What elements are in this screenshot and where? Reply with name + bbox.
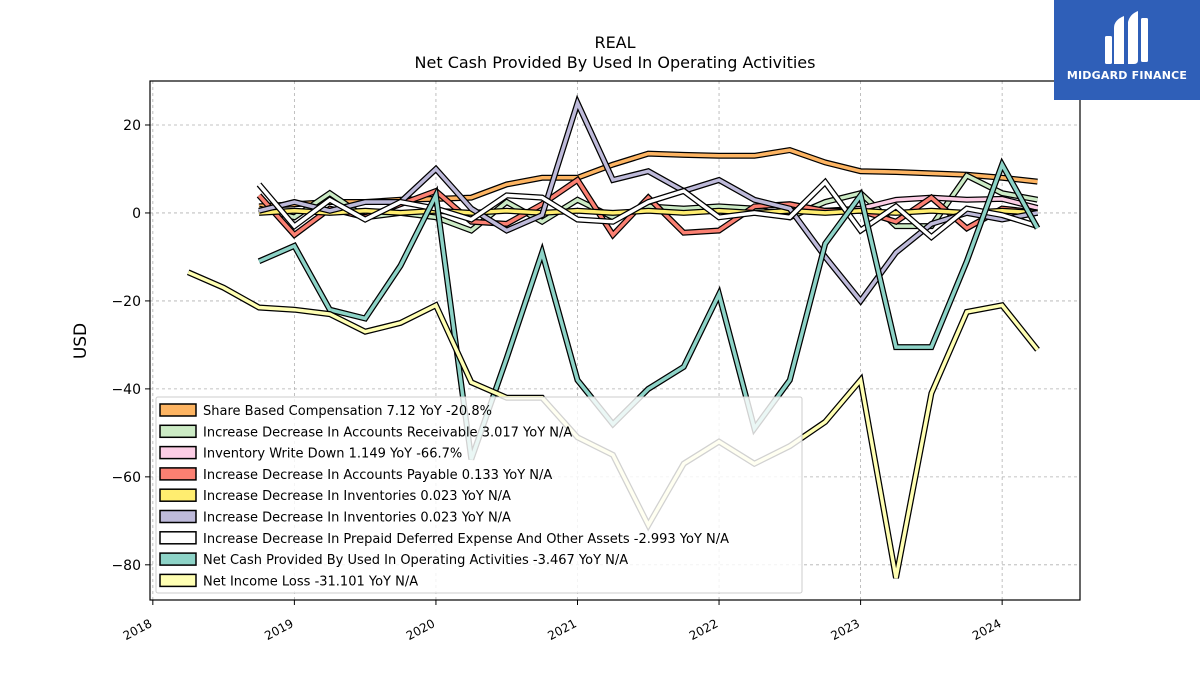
x-tick-label: 2023 (828, 616, 862, 643)
y-tick-label: −80 (111, 558, 141, 574)
legend-entry: Increase Decrease In Inventories 0.023 Y… (203, 489, 511, 504)
legend-entry: Increase Decrease In Prepaid Deferred Ex… (203, 532, 729, 547)
series-7 (257, 157, 1041, 461)
x-tick-label: 2022 (687, 616, 721, 643)
legend-entry: Inventory Write Down 1.149 YoY -66.7% (203, 447, 462, 462)
legend-entry: Net Income Loss -31.101 YoY N/A (203, 574, 418, 589)
legend: Share Based Compensation 7.12 YoY -20.8%… (155, 396, 803, 594)
series-line (258, 209, 1038, 215)
legend-entry: Increase Decrease In Accounts Payable 0.… (203, 468, 552, 483)
y-tick-label: 20 (123, 118, 141, 134)
chart-subtitle: Net Cash Provided By Used In Operating A… (415, 53, 816, 72)
series-4 (258, 207, 1038, 216)
series-6 (256, 177, 1039, 242)
plot-frame (149, 80, 1081, 601)
legend-swatch (159, 467, 197, 481)
legend-swatch (159, 552, 197, 566)
series-line (257, 179, 1039, 240)
legend-swatch (159, 403, 197, 417)
legend-entry: Net Cash Provided By Used In Operating A… (203, 553, 628, 568)
series-line (258, 160, 1040, 460)
x-tick-label: 2018 (121, 616, 155, 643)
legend-swatch (159, 488, 197, 502)
series-layer (187, 94, 1041, 579)
y-axis-label: USD (71, 323, 91, 359)
series-line (258, 98, 1038, 304)
brand-logo: MIDGARD FINANCE (1054, 0, 1200, 100)
x-tick-label: 2019 (262, 616, 296, 643)
legend-swatch (159, 424, 197, 439)
y-tick-label: −20 (111, 294, 141, 310)
series-5 (258, 94, 1039, 306)
legend-swatch (159, 573, 197, 588)
brand-mark-icon (1105, 11, 1148, 64)
legend-entry: Increase Decrease In Accounts Receivable… (203, 425, 572, 440)
legend-swatch (159, 509, 197, 524)
x-tick-label: 2021 (545, 616, 579, 643)
brand-name: MIDGARD FINANCE (1066, 69, 1188, 82)
x-tick-label: 2020 (404, 616, 438, 643)
y-tick-label: −60 (111, 470, 141, 486)
y-tick-label: −40 (111, 382, 141, 398)
legend-entry: Share Based Compensation 7.12 YoY -20.8% (203, 404, 492, 419)
x-tick-label: 2024 (970, 616, 1004, 643)
legend-entry: Increase Decrease In Inventories 0.023 Y… (203, 511, 511, 526)
chart-title: REAL (594, 33, 635, 52)
legend-box (155, 396, 803, 594)
y-tick-label: 0 (132, 206, 141, 222)
legend-swatch (159, 531, 197, 545)
legend-swatch (159, 445, 197, 460)
